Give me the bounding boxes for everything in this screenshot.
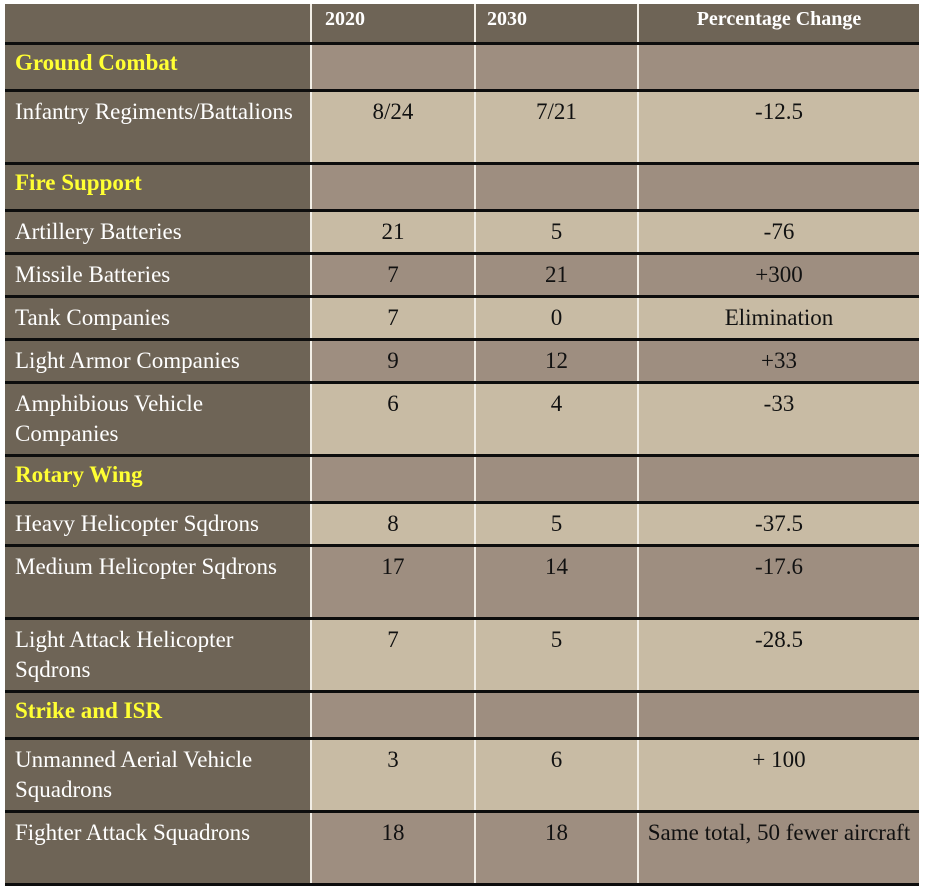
row-label: Heavy Helicopter Sqdrons <box>5 504 310 544</box>
empty-cell <box>637 45 919 89</box>
table-row: Unmanned Aerial Vehicle Squadrons 3 6 + … <box>5 737 919 810</box>
empty-cell <box>637 693 919 737</box>
row-label: Missile Batteries <box>5 255 310 295</box>
table-row: Heavy Helicopter Sqdrons 8 5 -37.5 <box>5 501 919 544</box>
value-2020: 17 <box>310 547 474 617</box>
empty-cell <box>310 693 474 737</box>
value-2030: 7/21 <box>474 92 637 162</box>
table-row: Light Attack Helicopter Sqdrons 7 5 -28.… <box>5 617 919 690</box>
header-label-col <box>5 4 310 42</box>
row-label: Fighter Attack Squadrons <box>5 813 310 883</box>
row-label: Amphibious Vehicle Companies <box>5 384 310 454</box>
header-2020: 2020 <box>310 4 474 42</box>
value-2030: 21 <box>474 255 637 295</box>
value-change: +33 <box>637 341 919 381</box>
section-title: Fire Support <box>5 165 310 209</box>
value-change: Same total, 50 fewer aircraft <box>637 813 919 883</box>
table-row: Artillery Batteries 21 5 -76 <box>5 209 919 252</box>
value-2030: 6 <box>474 740 637 810</box>
section-title: Rotary Wing <box>5 457 310 501</box>
value-2020: 3 <box>310 740 474 810</box>
value-change: + 100 <box>637 740 919 810</box>
value-2030: 5 <box>474 620 637 690</box>
section-title: Ground Combat <box>5 45 310 89</box>
value-change: -12.5 <box>637 92 919 162</box>
table-row: Amphibious Vehicle Companies 6 4 -33 <box>5 381 919 454</box>
empty-cell <box>637 457 919 501</box>
row-label: Tank Companies <box>5 298 310 338</box>
section-row-strike-and-isr: Strike and ISR <box>5 690 919 737</box>
value-change: -28.5 <box>637 620 919 690</box>
value-2020: 8 <box>310 504 474 544</box>
header-row: 2020 2030 Percentage Change <box>5 4 919 42</box>
section-row-ground-combat: Ground Combat <box>5 42 919 89</box>
value-2020: 7 <box>310 298 474 338</box>
empty-cell <box>474 45 637 89</box>
row-label: Unmanned Aerial Vehicle Squadrons <box>5 740 310 810</box>
value-2030: 18 <box>474 813 637 883</box>
section-row-rotary-wing: Rotary Wing <box>5 454 919 501</box>
empty-cell <box>310 457 474 501</box>
table-row: Infantry Regiments/Battalions 8/24 7/21 … <box>5 89 919 162</box>
row-label: Medium Helicopter Sqdrons <box>5 547 310 617</box>
value-change: -76 <box>637 212 919 252</box>
value-2020: 21 <box>310 212 474 252</box>
header-percentage-change: Percentage Change <box>637 4 919 42</box>
value-2020: 6 <box>310 384 474 454</box>
table-row: Tank Companies 7 0 Elimination <box>5 295 919 338</box>
value-2020: 7 <box>310 620 474 690</box>
value-change: -17.6 <box>637 547 919 617</box>
section-title: Strike and ISR <box>5 693 310 737</box>
table-row: Missile Batteries 7 21 +300 <box>5 252 919 295</box>
value-2030: 12 <box>474 341 637 381</box>
value-2020: 9 <box>310 341 474 381</box>
row-label: Artillery Batteries <box>5 212 310 252</box>
value-2020: 18 <box>310 813 474 883</box>
row-label: Light Attack Helicopter Sqdrons <box>5 620 310 690</box>
row-label: Light Armor Companies <box>5 341 310 381</box>
value-2030: 0 <box>474 298 637 338</box>
empty-cell <box>310 45 474 89</box>
empty-cell <box>474 693 637 737</box>
value-change: -37.5 <box>637 504 919 544</box>
empty-cell <box>637 165 919 209</box>
empty-cell <box>474 165 637 209</box>
empty-cell <box>310 165 474 209</box>
header-2030: 2030 <box>474 4 637 42</box>
value-2030: 5 <box>474 504 637 544</box>
empty-cell <box>474 457 637 501</box>
value-2030: 4 <box>474 384 637 454</box>
force-structure-table: 2020 2030 Percentage Change Ground Comba… <box>5 4 919 886</box>
value-change: +300 <box>637 255 919 295</box>
table-row: Light Armor Companies 9 12 +33 <box>5 338 919 381</box>
value-change: -33 <box>637 384 919 454</box>
table-row: Fighter Attack Squadrons 18 18 Same tota… <box>5 810 919 886</box>
section-row-fire-support: Fire Support <box>5 162 919 209</box>
value-2030: 5 <box>474 212 637 252</box>
value-change: Elimination <box>637 298 919 338</box>
table-row: Medium Helicopter Sqdrons 17 14 -17.6 <box>5 544 919 617</box>
row-label: Infantry Regiments/Battalions <box>5 92 310 162</box>
value-2020: 7 <box>310 255 474 295</box>
value-2030: 14 <box>474 547 637 617</box>
value-2020: 8/24 <box>310 92 474 162</box>
